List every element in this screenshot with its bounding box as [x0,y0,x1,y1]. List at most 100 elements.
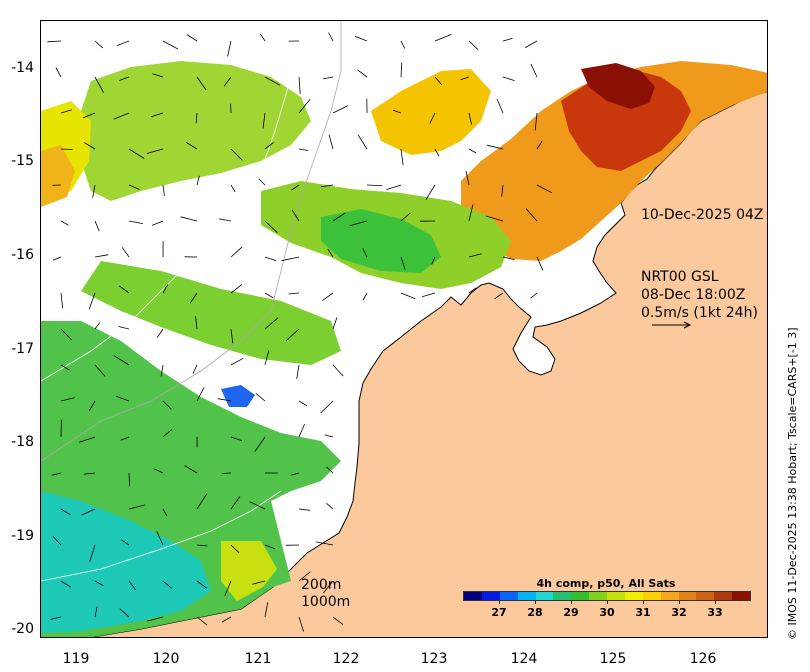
isobath-1000m [41,21,300,382]
x-label-120: 120 [152,651,180,667]
current-vector [196,175,200,186]
current-vector [468,148,477,154]
colorbar-tick [715,601,716,604]
current-vector [189,292,198,304]
current-vector [230,246,243,258]
current-vector [322,76,334,80]
current-vector [196,580,207,589]
sst-patch-blue-spot [221,385,255,407]
current-vector [264,256,277,262]
current-vector [298,99,311,114]
current-vector [116,40,130,46]
isobath-1000m-label: 1000m [301,594,351,610]
current-vector [324,434,334,438]
y-label-14: -14 [11,60,34,76]
current-vector [60,580,72,588]
current-vector [400,40,406,49]
current-vector [146,616,164,622]
x-label-122: 122 [332,651,360,667]
colorbar-segment [624,592,643,600]
current-vector [128,148,145,159]
current-vector [128,220,143,224]
current-vector [536,256,544,271]
current-vector [327,248,334,258]
map-frame[interactable] [40,20,768,638]
current-vector [60,109,72,114]
current-vector [485,215,504,222]
sst-patch-mid-green [81,261,341,365]
current-vector [534,112,538,131]
colorbar-segment [481,592,500,600]
current-vector [434,34,452,42]
isobath-200m [41,21,342,462]
current-vector [120,539,130,546]
current-vector [296,364,300,379]
current-vector [60,364,70,371]
colorbar-segment [607,592,625,600]
colorbar-segment [571,592,590,600]
current-vector [264,350,270,366]
current-vector [217,398,232,402]
current-vector [47,40,62,43]
current-vector [113,355,130,366]
colorbar-segment [696,592,715,600]
current-vector [258,178,266,186]
current-vector [196,387,205,402]
current-vector [230,544,240,554]
land-australia [89,91,767,637]
colorbar-label: 27 [491,606,507,619]
current-vector [84,142,96,150]
current-vector [501,184,504,197]
current-vector [224,580,232,597]
current-vector [230,284,243,294]
current-vector [151,112,164,118]
current-vector [83,472,96,475]
sst-patch-nw-orange [41,145,75,207]
current-vector [262,112,266,129]
current-vector [196,616,208,626]
sst-map[interactable] [41,21,768,638]
current-vector [525,40,538,48]
product-line-1: NRT00 GSL [641,269,719,285]
current-vector [400,62,403,78]
current-vector [230,496,241,510]
current-vector [156,531,164,546]
current-vector [162,508,168,517]
current-vector [264,142,274,150]
current-vector [196,76,207,91]
current-vector [152,73,164,78]
current-vector [94,40,104,49]
current-vector [530,63,538,78]
y-label-20: -20 [11,621,34,637]
current-vector [264,220,278,233]
colorbar [463,591,751,601]
current-vector [468,253,482,258]
colorbar-label: 32 [671,606,687,619]
current-vector [221,616,232,623]
current-vector [525,208,538,222]
current-vector [536,184,553,194]
colorbar-segment [660,592,679,600]
current-vector [120,436,130,441]
current-vector [357,134,368,150]
current-vector [320,184,334,188]
current-vector [298,616,304,632]
current-vector [162,40,178,50]
colorbar-label: 28 [527,606,543,619]
y-label-15: -15 [11,153,34,169]
current-vector [332,212,346,222]
timestamp-label: 10-Dec-2025 04Z [641,207,764,223]
colorbar-tick [679,601,680,604]
current-vector [151,220,164,226]
current-vector [230,184,236,193]
current-vector [82,112,96,119]
current-vector [196,493,208,510]
current-vector [386,184,402,190]
current-vector [291,472,300,476]
current-vector [496,98,504,114]
current-vector [320,400,334,414]
current-vector [119,608,130,618]
current-vector [362,248,368,258]
current-vector [357,69,368,78]
current-vector [425,184,436,200]
